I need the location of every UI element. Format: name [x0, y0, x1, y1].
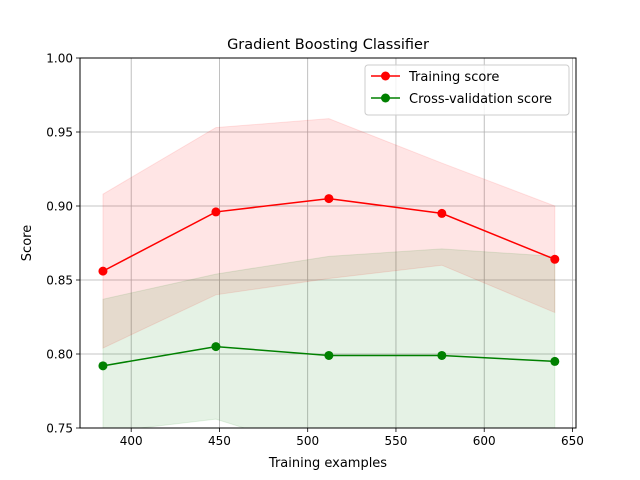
point-training: [98, 266, 108, 276]
band-training: [102, 118, 556, 349]
point-cv: [437, 350, 447, 360]
point-cv: [324, 350, 334, 360]
x-axis-label: Training examples: [268, 456, 387, 471]
point-cv: [211, 342, 221, 352]
x-tick-label: 400: [120, 434, 143, 448]
y-axis-ticks: 0.75 0.80 0.85 0.90 0.95 1.00: [46, 52, 80, 436]
point-training: [550, 254, 560, 264]
legend-marker-training: [381, 71, 390, 81]
series-points: [98, 194, 560, 371]
legend-label-training: Training score: [408, 70, 499, 85]
y-tick-label: 0.95: [46, 126, 73, 140]
legend-box: [364, 64, 570, 116]
x-axis-ticks: 400 450 500 550 600 650: [120, 428, 584, 448]
point-cv: [550, 356, 560, 366]
point-cv: [98, 361, 108, 371]
band-cv: [102, 248, 556, 428]
y-tick-label: 1.00: [46, 52, 73, 66]
chart-title: Gradient Boosting Classifier: [227, 37, 429, 53]
point-training: [211, 207, 221, 217]
legend-marker-cv: [381, 93, 390, 103]
plot-frame: [79, 57, 577, 429]
legend-label-cv: Cross-validation score: [409, 92, 552, 107]
point-training: [437, 208, 447, 218]
x-tick-label: 450: [208, 434, 231, 448]
y-tick-label: 0.75: [46, 422, 73, 436]
legend: Training score Cross-validation score: [364, 64, 570, 116]
point-training: [324, 194, 334, 204]
x-tick-label: 650: [561, 434, 584, 448]
x-tick-label: 600: [473, 434, 496, 448]
x-tick-label: 550: [385, 434, 408, 448]
y-axis-label: Score: [20, 225, 35, 261]
y-tick-label: 0.80: [46, 348, 73, 362]
x-tick-label: 500: [296, 434, 319, 448]
y-tick-label: 0.85: [46, 274, 73, 288]
plot-area: [80, 58, 576, 428]
y-tick-label: 0.90: [46, 200, 73, 214]
confidence-bands: [102, 118, 556, 428]
